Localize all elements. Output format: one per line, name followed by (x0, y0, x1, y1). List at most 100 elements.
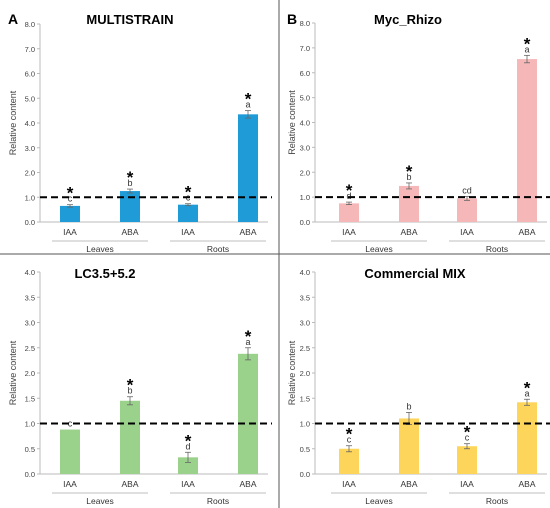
y-tick-label: 4.0 (25, 268, 35, 277)
y-tick-label: 3.0 (25, 144, 35, 153)
y-tick-label: 8.0 (25, 20, 35, 29)
bar (60, 429, 80, 474)
significance-letter: a (245, 100, 250, 110)
y-tick-label: 1.0 (300, 193, 310, 202)
significance-star: * (464, 423, 471, 442)
y-tick-label: 2.5 (25, 344, 35, 353)
significance-letter: c (68, 194, 73, 204)
panel-label: A (8, 11, 18, 27)
bar (339, 203, 359, 222)
x-tick-label: ABA (121, 227, 138, 237)
significance-star: * (185, 431, 192, 450)
group-label: Leaves (86, 496, 113, 506)
x-tick-label: IAA (460, 227, 474, 237)
y-axis-label: Relative content (287, 90, 297, 155)
significance-letter: c (347, 435, 352, 445)
y-tick-label: 1.5 (25, 394, 35, 403)
x-tick-label: IAA (460, 479, 474, 489)
y-tick-label: 0.0 (25, 470, 35, 479)
y-tick-label: 1.0 (25, 420, 35, 429)
significance-star: * (524, 34, 531, 53)
y-tick-label: 6.0 (300, 69, 310, 78)
bar (120, 400, 140, 474)
x-tick-label: IAA (63, 227, 77, 237)
group-label: Leaves (365, 496, 392, 506)
y-tick-label: 3.5 (25, 293, 35, 302)
significance-letter: a (245, 337, 250, 347)
significance-letter: b (406, 401, 411, 411)
y-tick-label: 1.0 (25, 193, 35, 202)
y-tick-label: 0.5 (25, 445, 35, 454)
y-tick-label: 0.0 (300, 470, 310, 479)
significance-star: * (185, 183, 192, 202)
significance-letter: a (524, 388, 529, 398)
significance-letter: b (127, 386, 132, 396)
x-tick-label: ABA (518, 479, 535, 489)
y-tick-label: 7.0 (300, 44, 310, 53)
y-tick-label: 8.0 (300, 19, 310, 28)
y-tick-label: 0.0 (25, 218, 35, 227)
bar (517, 59, 537, 222)
bar (517, 402, 537, 474)
bar (60, 205, 80, 222)
bar (339, 448, 359, 474)
x-tick-label: IAA (342, 479, 356, 489)
panel-label: B (287, 11, 297, 27)
x-tick-label: ABA (400, 479, 417, 489)
significance-star: * (127, 376, 134, 395)
chart-title: MULTISTRAIN (86, 12, 173, 27)
y-tick-label: 5.0 (300, 94, 310, 103)
bar (238, 114, 258, 222)
significance-star: * (346, 181, 353, 200)
x-tick-label: ABA (121, 479, 138, 489)
group-label: Roots (486, 244, 508, 254)
y-tick-label: 3.0 (300, 143, 310, 152)
x-tick-label: ABA (239, 479, 256, 489)
bar (457, 198, 477, 222)
significance-letter: cd (462, 185, 472, 195)
y-axis-label: Relative content (8, 340, 18, 405)
significance-letter: b (127, 178, 132, 188)
group-label: Roots (207, 496, 229, 506)
y-axis-label: Relative content (287, 340, 297, 405)
x-tick-label: ABA (400, 227, 417, 237)
significance-letter: d (185, 441, 190, 451)
y-tick-label: 3.5 (300, 293, 310, 302)
y-axis-label: Relative content (8, 90, 18, 155)
y-tick-label: 2.0 (25, 369, 35, 378)
y-tick-label: 2.0 (300, 369, 310, 378)
y-tick-label: 3.0 (25, 319, 35, 328)
chart-title: Commercial MIX (364, 266, 465, 281)
significance-letter: b (406, 172, 411, 182)
y-tick-label: 6.0 (25, 70, 35, 79)
group-label: Leaves (365, 244, 392, 254)
significance-letter: c (68, 419, 73, 429)
significance-letter: a (524, 44, 529, 54)
y-tick-label: 4.0 (25, 119, 35, 128)
y-tick-label: 4.0 (300, 268, 310, 277)
y-tick-label: 2.5 (300, 344, 310, 353)
y-tick-label: 0.5 (300, 445, 310, 454)
bar (457, 446, 477, 474)
x-tick-label: ABA (518, 227, 535, 237)
significance-star: * (245, 90, 252, 109)
significance-star: * (406, 162, 413, 181)
significance-letter: c (465, 433, 470, 443)
bar (178, 204, 198, 222)
y-tick-label: 2.0 (25, 169, 35, 178)
x-tick-label: IAA (181, 479, 195, 489)
y-tick-label: 3.0 (300, 319, 310, 328)
group-label: Roots (486, 496, 508, 506)
significance-letter: d (346, 191, 351, 201)
bar (120, 191, 140, 222)
chart-title: LC3.5+5.2 (74, 266, 135, 281)
y-tick-label: 7.0 (25, 45, 35, 54)
significance-star: * (127, 168, 134, 187)
bar (178, 457, 198, 474)
significance-star: * (524, 378, 531, 397)
y-tick-label: 1.5 (300, 394, 310, 403)
group-label: Roots (207, 244, 229, 254)
y-tick-label: 1.0 (300, 420, 310, 429)
